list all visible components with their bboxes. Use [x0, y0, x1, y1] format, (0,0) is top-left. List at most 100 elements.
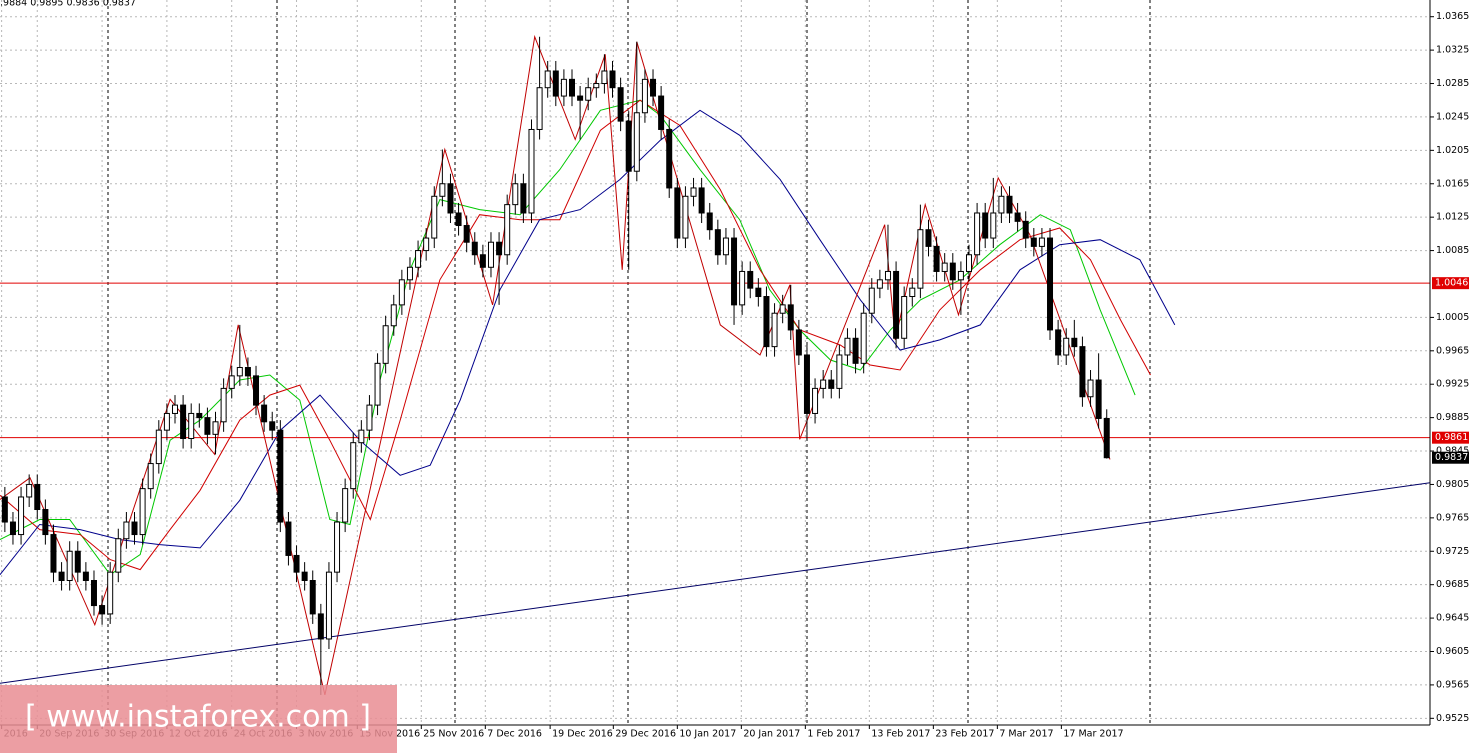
x-tick-label: 19 Dec 2016: [552, 729, 613, 740]
candle-body: [860, 312, 867, 364]
candle-body: [1030, 237, 1037, 247]
candle-body: [42, 509, 49, 536]
y-tick-label: 1.0205: [1436, 145, 1469, 156]
candle-body: [123, 521, 130, 540]
candle-body: [479, 254, 486, 268]
y-tick-label: 0.9605: [1436, 646, 1469, 657]
candle-body: [820, 379, 827, 389]
y-tick-label: 0.9925: [1436, 379, 1469, 390]
candle-body: [34, 483, 41, 511]
candle-body: [463, 225, 470, 243]
candle-body: [90, 580, 97, 607]
candle-body: [496, 241, 503, 256]
candle-body: [585, 87, 592, 101]
candle-body: [658, 95, 665, 130]
candle-body: [455, 212, 462, 227]
candle-body: [1087, 379, 1094, 398]
candle-body: [415, 250, 422, 268]
candle-body: [552, 70, 559, 97]
candle-body: [1103, 417, 1110, 459]
candle-body: [1079, 346, 1086, 398]
candle-body: [933, 245, 940, 272]
candle-body: [544, 70, 551, 89]
candle-body: [139, 488, 146, 536]
candle-body: [868, 287, 875, 314]
indicator-line: [0, 482, 1431, 684]
candle-body: [828, 379, 835, 389]
y-tick-label: 0.9725: [1436, 546, 1469, 557]
candle-body: [844, 337, 851, 356]
candle-body: [836, 354, 843, 389]
y-tick-label: 0.9885: [1436, 412, 1469, 423]
candle-body: [1095, 379, 1102, 419]
header-ohlc: .9884 0.9895 0.9836 0.9837: [0, 0, 136, 9]
last-price-label-box: [1432, 451, 1469, 464]
candle-body: [9, 521, 16, 536]
candle-body: [998, 195, 1005, 214]
x-tick-label: 7 Dec 2016: [487, 729, 542, 740]
candle-body: [212, 421, 219, 435]
candle-body: [66, 550, 73, 582]
candle-body: [674, 187, 681, 239]
indicator-line: [0, 34, 1111, 696]
candle-body: [528, 128, 535, 214]
candle-body: [504, 204, 511, 256]
candle-body: [739, 270, 746, 306]
candle-body: [795, 329, 802, 356]
y-tick-label: 0.9845: [1436, 446, 1469, 457]
last-price-label: 0.9837: [1435, 452, 1468, 463]
candle-body: [722, 237, 729, 256]
candle-body: [277, 429, 284, 523]
candle-body: [325, 571, 332, 640]
candle-body: [406, 266, 413, 281]
candle-body: [747, 270, 754, 289]
candle-body: [204, 417, 211, 435]
y-tick-label: 1.0005: [1436, 312, 1469, 323]
candle-body: [58, 571, 65, 582]
x-tick-label: 25 Nov 2016: [423, 729, 484, 740]
candle-body: [520, 183, 527, 214]
plot: [0, 34, 1431, 696]
candle-body: [771, 312, 778, 348]
candle-body: [228, 375, 235, 389]
candle-body: [163, 412, 170, 431]
candle-body: [852, 337, 859, 364]
x-tick-label: 20 Jan 2017: [743, 729, 800, 740]
y-tick-label: 0.9525: [1436, 713, 1469, 724]
candle-body: [382, 325, 389, 364]
candle-body: [172, 404, 179, 414]
candle-body: [285, 521, 292, 556]
candle-body: [617, 87, 624, 122]
candle-body: [366, 404, 373, 431]
x-tick-label: 7 Mar 2017: [999, 729, 1053, 740]
candle-body: [236, 367, 243, 377]
candle-body: [220, 387, 227, 423]
candle-body: [26, 483, 33, 498]
candle-body: [666, 128, 673, 189]
candle-body: [196, 412, 203, 419]
candle-body: [779, 304, 786, 314]
y-tick-label: 1.0245: [1436, 111, 1469, 122]
candle-body: [706, 212, 713, 231]
candle-body: [641, 78, 648, 114]
candle-body: [990, 212, 997, 239]
candle-body: [787, 304, 794, 331]
candle-body: [1055, 329, 1062, 356]
watermark-box: [0, 685, 397, 753]
candle-body: [188, 412, 195, 440]
price-level-label-box: [1432, 277, 1469, 290]
candle-body: [569, 78, 575, 97]
candle-body: [74, 550, 81, 573]
candle-body: [682, 195, 689, 239]
candle-body: [577, 95, 584, 101]
candle-body: [812, 387, 819, 414]
candle-body: [342, 488, 349, 523]
candle-body: [690, 187, 697, 197]
candle-body: [1022, 220, 1029, 239]
candle-body: [901, 296, 908, 339]
candle-body: [949, 262, 956, 281]
candle-body: [398, 279, 405, 306]
